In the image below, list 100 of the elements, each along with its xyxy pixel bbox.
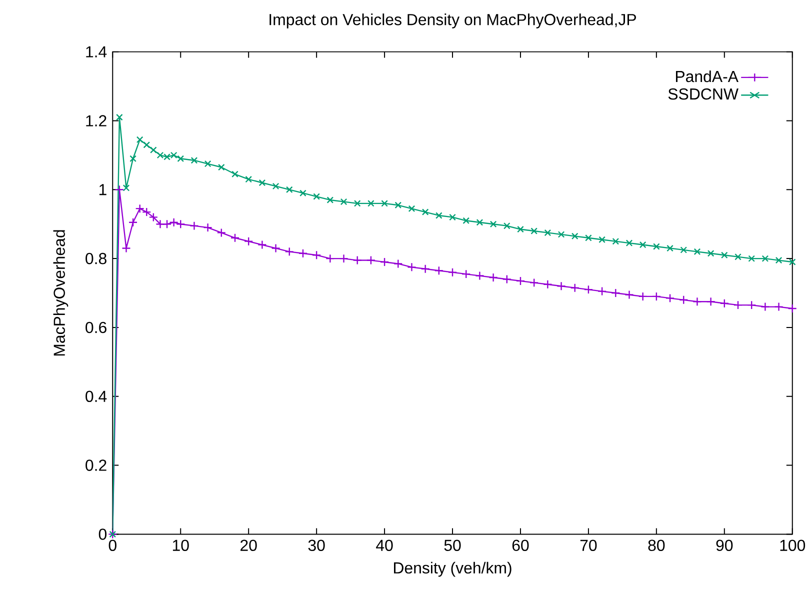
point: [774, 302, 784, 312]
point: [597, 286, 607, 296]
point: [150, 146, 157, 154]
point: [271, 244, 280, 253]
point: [775, 256, 782, 264]
point: [326, 254, 335, 264]
point: [128, 218, 138, 227]
point: [694, 248, 701, 256]
point: [190, 156, 198, 164]
y-tick-label: 0.4: [86, 390, 107, 402]
point: [570, 283, 580, 292]
point: [272, 182, 280, 190]
y-tick-label: 0.2: [86, 460, 106, 471]
point: [680, 246, 688, 254]
point: [339, 254, 348, 264]
point: [733, 300, 743, 310]
point: [585, 234, 592, 242]
point: [313, 193, 320, 200]
point: [490, 220, 497, 228]
point: [298, 248, 308, 258]
point: [380, 257, 390, 267]
point: [449, 214, 456, 221]
point: [258, 179, 266, 186]
point: [204, 160, 212, 168]
point: [748, 255, 756, 262]
point: [216, 228, 226, 238]
point: [245, 176, 252, 183]
y-tick-label: 0.6: [86, 322, 106, 334]
point: [639, 241, 646, 248]
point: [584, 285, 594, 294]
point: [244, 236, 254, 246]
chart-title: Impact on Vehicles Density on MacPhyOverhead,JP: [270, 14, 636, 28]
y-tick-label: 1.4: [86, 46, 107, 58]
point: [720, 298, 729, 308]
point: [381, 200, 388, 207]
x-tick-label: 40: [376, 540, 393, 552]
point: [556, 282, 566, 291]
point: [558, 231, 565, 238]
point: [665, 294, 675, 303]
point: [368, 200, 374, 207]
x-tick-label: 80: [648, 540, 665, 552]
point: [130, 155, 136, 162]
point: [218, 164, 225, 171]
point: [571, 232, 578, 240]
point: [354, 200, 361, 207]
point: [203, 222, 212, 232]
point: [760, 302, 770, 312]
point: [462, 269, 471, 279]
y-tick-label: 0.8: [86, 252, 106, 264]
point: [530, 228, 538, 234]
point: [706, 297, 716, 306]
point: [666, 244, 674, 252]
x-tick-label: 60: [512, 540, 529, 552]
point: [476, 218, 484, 226]
x-tick-label: 100: [780, 540, 806, 552]
point: [177, 155, 184, 162]
point: [422, 208, 429, 216]
point: [692, 297, 702, 306]
point: [516, 276, 526, 286]
x-tick-label: 20: [240, 540, 257, 552]
point: [420, 264, 430, 274]
point: [230, 233, 240, 242]
point: [544, 229, 552, 236]
point: [517, 226, 524, 233]
point: [788, 258, 796, 266]
point: [462, 217, 470, 224]
point: [176, 220, 186, 229]
point: [162, 220, 172, 229]
y-tick-label: 0: [98, 528, 107, 540]
point: [611, 288, 620, 298]
point: [286, 186, 293, 194]
y-axis-title: MacPhyOverhead: [53, 230, 68, 356]
point: [788, 304, 797, 314]
point: [434, 266, 444, 276]
point: [679, 295, 688, 305]
point: [394, 259, 403, 268]
point: [530, 278, 539, 288]
point: [300, 190, 306, 197]
point: [407, 262, 416, 272]
point: [598, 236, 606, 244]
point: [394, 202, 402, 209]
point: [352, 256, 362, 265]
point: [169, 218, 178, 227]
x-tick-label: 90: [716, 540, 733, 552]
point: [366, 256, 376, 265]
point: [762, 255, 769, 262]
point: [653, 243, 660, 250]
point: [190, 221, 199, 230]
point: [122, 244, 131, 253]
point: [116, 114, 123, 121]
point: [626, 240, 633, 246]
point: [475, 271, 484, 280]
point: [747, 300, 756, 310]
point: [258, 240, 267, 250]
point: [340, 198, 348, 206]
y-tick-label: 1: [99, 184, 106, 196]
y-tick-label: 1.2: [86, 115, 106, 126]
point: [312, 250, 322, 260]
point: [638, 292, 648, 302]
point: [136, 136, 144, 144]
